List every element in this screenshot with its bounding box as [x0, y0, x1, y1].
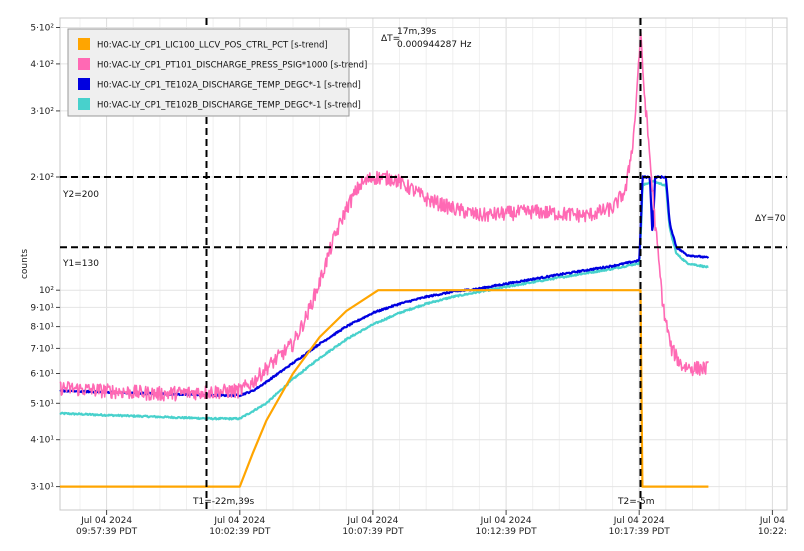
y2-cursor-label: Y2=200 [62, 190, 99, 200]
series-line-3 [59, 179, 709, 421]
legend-entry: H0:VAC-LY_CP1_TE102A_DISCHARGE_TEMP_DEGC… [97, 81, 361, 91]
x-tick-label-date: Jul 04 2024 [80, 516, 132, 526]
y-axis-ticks: 3·10¹ 4·10¹ 5·10¹ 6·10¹ 7·10¹ 8·10¹ 9·10¹ 10² 2·… [30, 24, 60, 493]
x-tick-label-date: Jul 04 2024 [613, 516, 665, 526]
series-line-1 [59, 30, 710, 402]
y-tick-label: 3·10¹ [30, 483, 54, 493]
t1-cursor-label: T1=-22m,39s [192, 497, 255, 507]
delta-t-prefix: ΔT= [381, 34, 400, 44]
x-tick-label-time: 10:02:39 PDT [209, 527, 271, 537]
delta-t-frequency: 0.000944287 Hz [397, 40, 472, 50]
legend-swatch [78, 78, 90, 90]
x-tick-label-time: 10:17:39 PDT [609, 527, 671, 537]
cursor-lines[interactable] [60, 18, 787, 510]
y-tick-label: 5·10² [30, 24, 54, 34]
x-tick-label-time: 10:12:39 PDT [476, 527, 538, 537]
legend: H0:VAC-LY_CP1_LIC100_LLCV_POS_CTRL_PCT [… [67, 28, 367, 117]
y1-cursor-label: Y1=130 [62, 259, 99, 269]
y-tick-label: 2·10² [30, 173, 54, 183]
y-axis-label: counts [20, 249, 30, 279]
x-tick-label-date: Jul 04 2024 [213, 516, 265, 526]
series-line-0 [60, 289, 709, 488]
y-tick-label: 7·10¹ [30, 344, 54, 354]
legend-box [67, 28, 350, 117]
legend-swatch [78, 98, 90, 110]
y-tick-label: 4·10¹ [30, 436, 54, 446]
delta-t-value: 17m,39s [397, 27, 437, 37]
legend-entry: H0:VAC-LY_CP1_PT101_DISCHARGE_PRESS_PSIG… [97, 61, 367, 71]
x-tick-label-date: Jul 04 2024 [480, 516, 532, 526]
x-tick-label-time: 09:57:39 PDT [76, 527, 138, 537]
cursor-labels: T1=-22m,39s T2=-5m Y2=200 Y1=130 ΔT= 17m… [62, 27, 786, 507]
x-tick-label-time: 10:07:39 PDT [342, 527, 404, 537]
series-lines [59, 30, 710, 488]
legend-swatch [78, 38, 90, 50]
y-tick-label: 3·10² [30, 107, 54, 117]
x-tick-label-date: Jul 04 2024 [346, 516, 398, 526]
y-tick-label: 5·10¹ [30, 399, 54, 409]
y-tick-label: 10² [39, 286, 54, 296]
delta-y-label: ΔY=70 [755, 214, 786, 224]
y-tick-label: 8·10¹ [30, 323, 54, 333]
y-tick-label: 9·10¹ [30, 303, 54, 313]
legend-entry: H0:VAC-LY_CP1_TE102B_DISCHARGE_TEMP_DEGC… [97, 101, 361, 111]
x-tick-label-date: Jul 04 [759, 516, 785, 526]
x-tick-label-time: 10:22: [758, 527, 787, 537]
y-tick-label: 6·10¹ [30, 370, 54, 380]
legend-entry: H0:VAC-LY_CP1_LIC100_LLCV_POS_CTRL_PCT [… [97, 41, 328, 51]
y-tick-label: 4·10² [30, 60, 54, 70]
t2-cursor-label: T2=-5m [617, 497, 655, 507]
plot-frame [59, 17, 788, 511]
legend-swatch [78, 58, 90, 70]
